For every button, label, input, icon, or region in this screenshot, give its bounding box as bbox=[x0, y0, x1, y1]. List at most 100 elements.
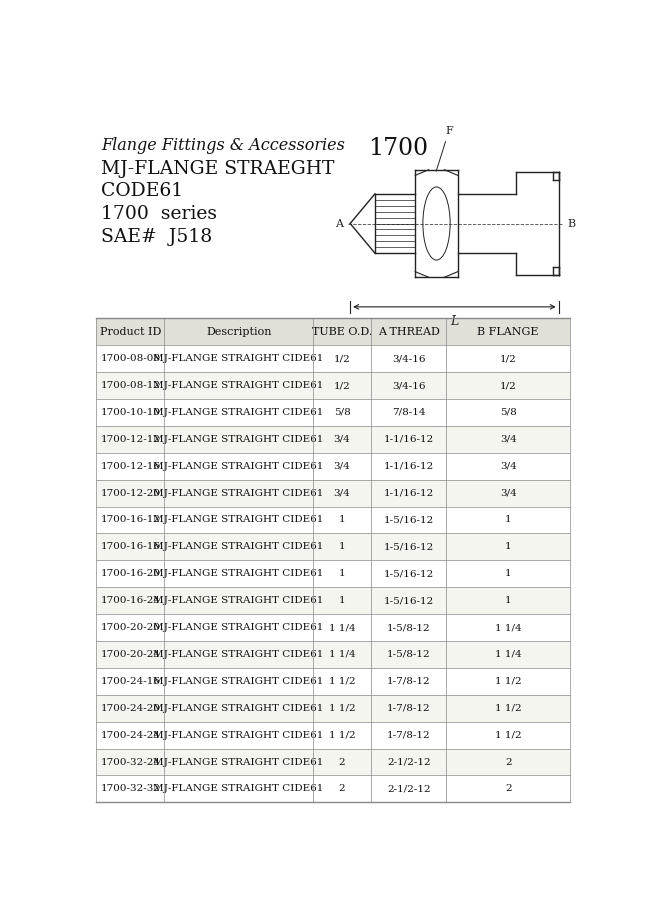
Text: 1-1/16-12: 1-1/16-12 bbox=[384, 489, 434, 497]
Text: 1700-16-16: 1700-16-16 bbox=[100, 542, 161, 551]
Text: MJ-FLANGE STRAIGHT CIDE61: MJ-FLANGE STRAIGHT CIDE61 bbox=[153, 408, 324, 417]
Bar bbox=[96, 641, 570, 668]
Text: MJ-FLANGE STRAIGHT CIDE61: MJ-FLANGE STRAIGHT CIDE61 bbox=[153, 516, 324, 525]
Text: MJ-FLANGE STRAIGHT CIDE61: MJ-FLANGE STRAIGHT CIDE61 bbox=[153, 354, 324, 363]
Bar bbox=[96, 372, 570, 399]
Text: MJ-FLANGE STRAIGHT CIDE61: MJ-FLANGE STRAIGHT CIDE61 bbox=[153, 676, 324, 686]
Bar bbox=[96, 749, 570, 776]
Text: 3/4: 3/4 bbox=[333, 489, 350, 497]
Text: L: L bbox=[450, 315, 458, 328]
Bar bbox=[96, 346, 570, 372]
Text: 2-1/2-12: 2-1/2-12 bbox=[387, 785, 430, 793]
Text: 2: 2 bbox=[339, 785, 345, 793]
Text: 1700-16-20: 1700-16-20 bbox=[100, 569, 161, 578]
Text: F: F bbox=[436, 126, 452, 171]
Text: 1 1/4: 1 1/4 bbox=[495, 650, 521, 659]
Bar bbox=[96, 721, 570, 749]
Text: 1700-20-20: 1700-20-20 bbox=[100, 623, 161, 632]
Text: 1 1/2: 1 1/2 bbox=[495, 731, 521, 740]
Text: 1700-08-08: 1700-08-08 bbox=[100, 354, 161, 363]
Text: 1 1/2: 1 1/2 bbox=[495, 704, 521, 713]
Text: 5/8: 5/8 bbox=[333, 408, 350, 417]
Text: 1 1/2: 1 1/2 bbox=[329, 704, 356, 713]
Bar bbox=[96, 506, 570, 533]
Text: MJ-FLANGE STRAIGHT CIDE61: MJ-FLANGE STRAIGHT CIDE61 bbox=[153, 461, 324, 471]
Text: Flange Fittings & Accessories: Flange Fittings & Accessories bbox=[101, 137, 345, 154]
Text: SAE#  J518: SAE# J518 bbox=[101, 228, 213, 245]
Text: MJ-FLANGE STRAIGHT CIDE61: MJ-FLANGE STRAIGHT CIDE61 bbox=[153, 785, 324, 793]
Text: 1: 1 bbox=[339, 569, 345, 578]
Text: 1 1/4: 1 1/4 bbox=[329, 650, 356, 659]
Text: MJ-FLANGE STRAIGHT CIDE61: MJ-FLANGE STRAIGHT CIDE61 bbox=[153, 704, 324, 713]
Text: MJ-FLANGE STRAIGHT CIDE61: MJ-FLANGE STRAIGHT CIDE61 bbox=[153, 623, 324, 632]
Text: 1-5/16-12: 1-5/16-12 bbox=[384, 596, 434, 606]
Text: 1-7/8-12: 1-7/8-12 bbox=[387, 704, 430, 713]
Text: 1 1/2: 1 1/2 bbox=[329, 676, 356, 686]
Text: MJ-FLANGE STRAIGHT CIDE61: MJ-FLANGE STRAIGHT CIDE61 bbox=[153, 731, 324, 740]
Text: 1-7/8-12: 1-7/8-12 bbox=[387, 731, 430, 740]
Text: 1700-20-24: 1700-20-24 bbox=[100, 650, 161, 659]
Text: B FLANGE: B FLANGE bbox=[478, 327, 539, 336]
Text: A THREAD: A THREAD bbox=[378, 327, 439, 336]
Text: MJ-FLANGE STRAIGHT CIDE61: MJ-FLANGE STRAIGHT CIDE61 bbox=[153, 596, 324, 606]
Bar bbox=[96, 425, 570, 453]
Text: 7/8-14: 7/8-14 bbox=[392, 408, 426, 417]
Text: MJ-FLANGE STRAIGHT CIDE61: MJ-FLANGE STRAIGHT CIDE61 bbox=[153, 489, 324, 497]
Text: 1700-10-10: 1700-10-10 bbox=[100, 408, 161, 417]
Text: 2: 2 bbox=[339, 757, 345, 766]
Text: 2: 2 bbox=[505, 785, 512, 793]
Text: 1/2: 1/2 bbox=[500, 354, 517, 363]
Text: 1: 1 bbox=[339, 542, 345, 551]
Bar bbox=[96, 614, 570, 641]
Bar bbox=[96, 776, 570, 802]
Text: 1 1/2: 1 1/2 bbox=[329, 731, 356, 740]
Text: 1700  series: 1700 series bbox=[101, 205, 217, 223]
Text: 1700-16-12: 1700-16-12 bbox=[100, 516, 161, 525]
Bar bbox=[96, 533, 570, 561]
Text: MJ-FLANGE STRAEGHT: MJ-FLANGE STRAEGHT bbox=[101, 160, 335, 177]
Text: 3/4: 3/4 bbox=[500, 435, 517, 444]
Text: MJ-FLANGE STRAIGHT CIDE61: MJ-FLANGE STRAIGHT CIDE61 bbox=[153, 569, 324, 578]
Text: 1: 1 bbox=[505, 542, 512, 551]
Text: 1-1/16-12: 1-1/16-12 bbox=[384, 461, 434, 471]
Text: Product ID: Product ID bbox=[99, 327, 161, 336]
Text: MJ-FLANGE STRAIGHT CIDE61: MJ-FLANGE STRAIGHT CIDE61 bbox=[153, 542, 324, 551]
Text: 1700-24-20: 1700-24-20 bbox=[100, 704, 161, 713]
Text: 1-5/16-12: 1-5/16-12 bbox=[384, 516, 434, 525]
Text: 1/2: 1/2 bbox=[333, 354, 350, 363]
Text: 1700-08-12: 1700-08-12 bbox=[100, 381, 161, 390]
Text: 1700-32-32: 1700-32-32 bbox=[100, 785, 161, 793]
Text: 5/8: 5/8 bbox=[500, 408, 517, 417]
Text: 1 1/2: 1 1/2 bbox=[495, 676, 521, 686]
Bar bbox=[96, 453, 570, 480]
Text: 2: 2 bbox=[505, 757, 512, 766]
Text: B: B bbox=[567, 219, 576, 229]
Text: 1: 1 bbox=[339, 516, 345, 525]
Text: 1700-16-24: 1700-16-24 bbox=[100, 596, 161, 606]
Text: MJ-FLANGE STRAIGHT CIDE61: MJ-FLANGE STRAIGHT CIDE61 bbox=[153, 757, 324, 766]
Text: 3/4: 3/4 bbox=[333, 435, 350, 444]
Text: 1700-12-20: 1700-12-20 bbox=[100, 489, 161, 497]
Text: CODE61: CODE61 bbox=[101, 183, 183, 200]
Text: 1 1/4: 1 1/4 bbox=[495, 623, 521, 632]
Text: 1700-24-16: 1700-24-16 bbox=[100, 676, 161, 686]
Text: MJ-FLANGE STRAIGHT CIDE61: MJ-FLANGE STRAIGHT CIDE61 bbox=[153, 435, 324, 444]
Text: 1: 1 bbox=[505, 516, 512, 525]
Text: 1-5/16-12: 1-5/16-12 bbox=[384, 569, 434, 578]
Bar bbox=[96, 668, 570, 695]
Text: 1/2: 1/2 bbox=[333, 381, 350, 390]
Text: 1: 1 bbox=[505, 596, 512, 606]
Bar bbox=[96, 318, 570, 346]
Text: 1: 1 bbox=[505, 569, 512, 578]
Text: 3/4-16: 3/4-16 bbox=[392, 354, 426, 363]
Text: TUBE O.D.: TUBE O.D. bbox=[312, 327, 372, 336]
Text: 1: 1 bbox=[339, 596, 345, 606]
Bar bbox=[96, 695, 570, 721]
Text: MJ-FLANGE STRAIGHT CIDE61: MJ-FLANGE STRAIGHT CIDE61 bbox=[153, 381, 324, 390]
Bar bbox=[96, 561, 570, 587]
Text: 3/4: 3/4 bbox=[500, 461, 517, 471]
Text: MJ-FLANGE STRAIGHT CIDE61: MJ-FLANGE STRAIGHT CIDE61 bbox=[153, 650, 324, 659]
Text: A: A bbox=[335, 219, 343, 229]
Text: 3/4: 3/4 bbox=[333, 461, 350, 471]
Text: 1-7/8-12: 1-7/8-12 bbox=[387, 676, 430, 686]
